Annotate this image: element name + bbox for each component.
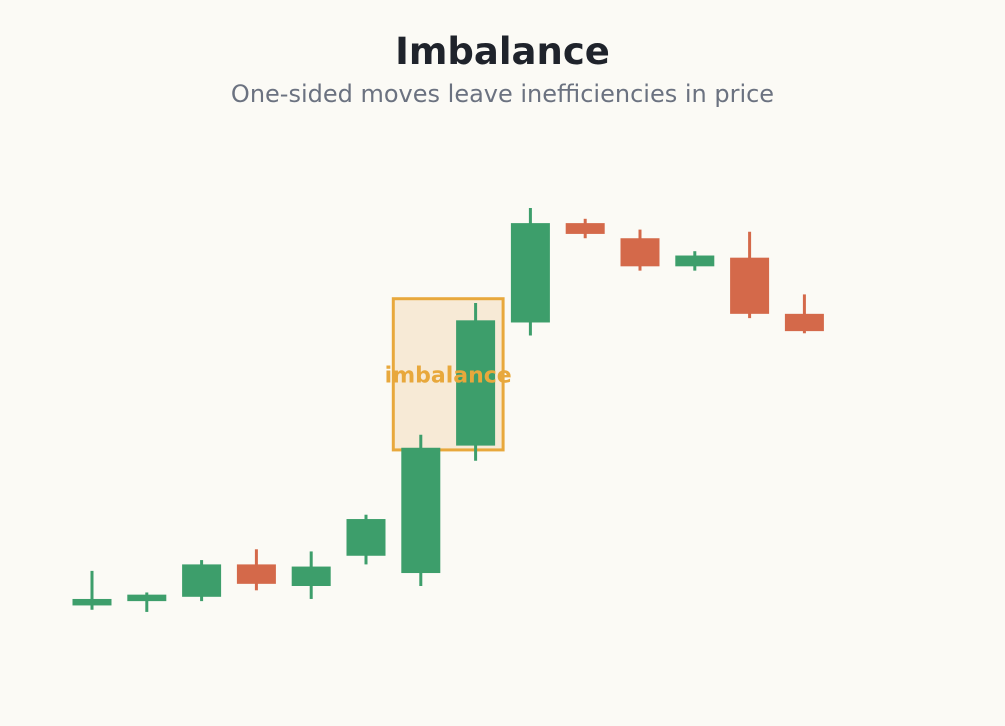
candle-bullish bbox=[127, 592, 167, 612]
chart-title: Imbalance bbox=[395, 30, 610, 73]
candles-layer bbox=[72, 208, 824, 612]
candle-body bbox=[346, 519, 386, 556]
candle-bearish bbox=[784, 294, 824, 334]
candle-bearish bbox=[730, 231, 770, 319]
candle-bullish bbox=[72, 570, 112, 610]
candle-body bbox=[784, 313, 824, 332]
candle-body bbox=[182, 564, 222, 597]
candle-bearish bbox=[620, 229, 660, 271]
candle-bearish bbox=[236, 549, 276, 591]
imbalance-zone-label: imbalance bbox=[385, 363, 512, 388]
candle-body bbox=[291, 566, 331, 586]
candle-body bbox=[620, 238, 660, 267]
candle-bullish bbox=[346, 514, 386, 565]
chart-subtitle: One-sided moves leave inefficiencies in … bbox=[230, 80, 775, 108]
candle-body bbox=[675, 255, 715, 267]
candle-body bbox=[565, 223, 605, 234]
candle-bullish bbox=[401, 434, 441, 586]
candle-bullish bbox=[510, 208, 550, 336]
candle-body bbox=[456, 320, 496, 446]
candle-body bbox=[72, 598, 112, 606]
candle-bearish bbox=[565, 218, 605, 239]
candle-bullish bbox=[675, 251, 715, 271]
candle-body bbox=[730, 257, 770, 314]
candle-body bbox=[510, 223, 550, 323]
candle-bullish bbox=[456, 303, 496, 461]
candle-body bbox=[236, 564, 276, 584]
candle-bullish bbox=[182, 560, 222, 602]
candle-body bbox=[401, 447, 441, 574]
candle-bullish bbox=[291, 551, 331, 599]
label-layer: imbalance bbox=[385, 363, 512, 388]
candle-body bbox=[127, 594, 167, 602]
